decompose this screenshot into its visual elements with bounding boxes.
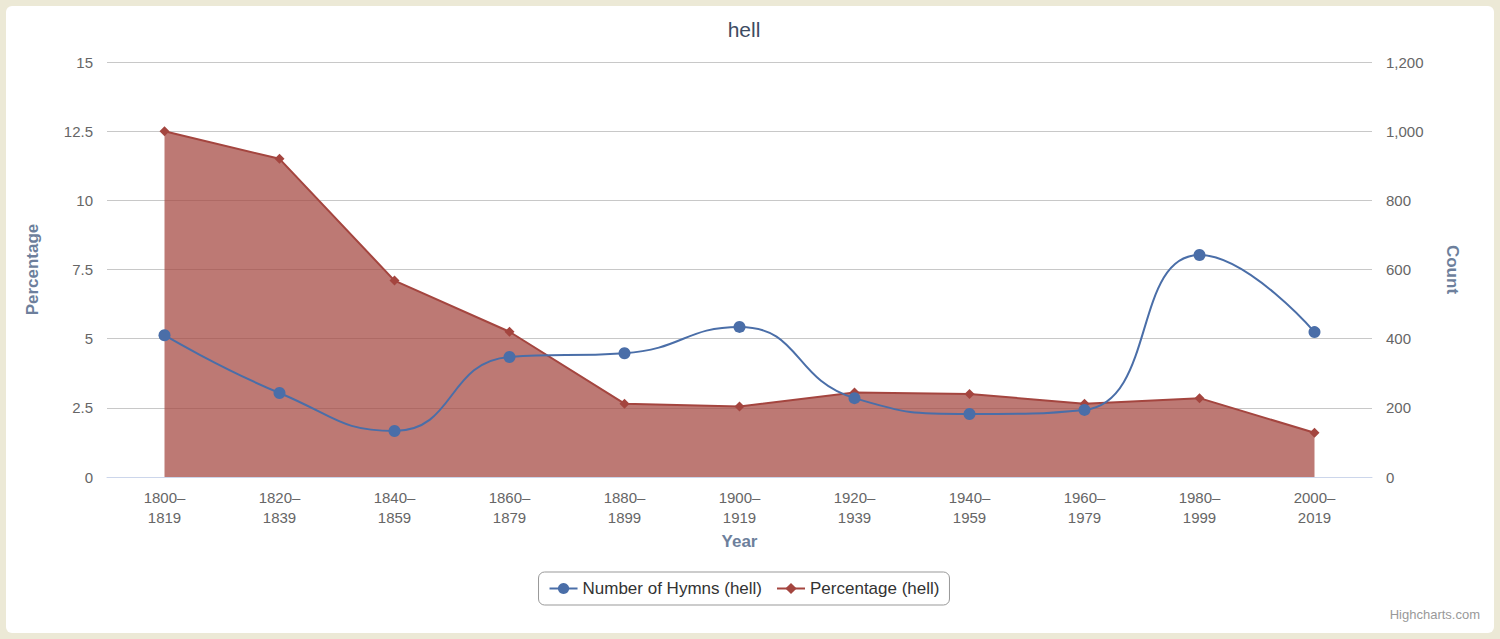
svg-text:5: 5 [85, 330, 93, 347]
svg-text:Year: Year [722, 532, 758, 551]
svg-text:Percentage: Percentage [23, 224, 42, 316]
svg-text:1900–: 1900– [719, 489, 761, 506]
svg-text:1940–: 1940– [949, 489, 991, 506]
svg-text:1879: 1879 [493, 509, 526, 526]
svg-text:1980–: 1980– [1179, 489, 1221, 506]
svg-text:0: 0 [85, 469, 93, 486]
svg-text:1960–: 1960– [1064, 489, 1106, 506]
svg-text:2000–: 2000– [1294, 489, 1336, 506]
svg-text:1820–: 1820– [259, 489, 301, 506]
svg-text:800: 800 [1386, 192, 1411, 209]
svg-text:hell: hell [728, 18, 761, 41]
svg-text:1939: 1939 [838, 509, 871, 526]
svg-text:1859: 1859 [378, 509, 411, 526]
svg-text:1919: 1919 [723, 509, 756, 526]
svg-text:1979: 1979 [1068, 509, 1101, 526]
svg-text:1,000: 1,000 [1386, 123, 1424, 140]
svg-text:7.5: 7.5 [72, 261, 93, 278]
svg-text:1880–: 1880– [604, 489, 646, 506]
svg-text:1920–: 1920– [834, 489, 876, 506]
svg-text:1840–: 1840– [374, 489, 416, 506]
svg-text:1860–: 1860– [489, 489, 531, 506]
svg-text:400: 400 [1386, 330, 1411, 347]
svg-text:Highcharts.com: Highcharts.com [1390, 607, 1480, 622]
svg-text:12.5: 12.5 [64, 123, 93, 140]
svg-text:600: 600 [1386, 261, 1411, 278]
svg-text:1800–: 1800– [144, 489, 186, 506]
svg-text:2019: 2019 [1298, 509, 1331, 526]
svg-text:0: 0 [1386, 469, 1394, 486]
svg-text:Count: Count [1443, 245, 1462, 294]
svg-text:10: 10 [76, 192, 93, 209]
svg-text:Percentage (hell): Percentage (hell) [810, 579, 939, 598]
svg-text:15: 15 [76, 54, 93, 71]
svg-text:1959: 1959 [953, 509, 986, 526]
svg-text:1,200: 1,200 [1386, 54, 1424, 71]
svg-text:1999: 1999 [1183, 509, 1216, 526]
svg-text:1819: 1819 [148, 509, 181, 526]
svg-text:Number of Hymns (hell): Number of Hymns (hell) [583, 579, 763, 598]
svg-text:1899: 1899 [608, 509, 641, 526]
svg-text:200: 200 [1386, 399, 1411, 416]
svg-text:2.5: 2.5 [72, 399, 93, 416]
svg-text:1839: 1839 [263, 509, 296, 526]
